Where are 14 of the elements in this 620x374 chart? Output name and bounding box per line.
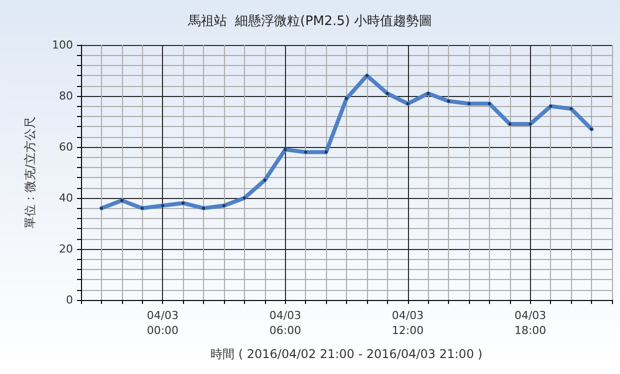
y-tick-label: 60	[59, 140, 73, 154]
x-tick-label: 04/03 06:00	[269, 309, 302, 337]
x-tick-label: 04/03 00:00	[146, 309, 179, 337]
x-tick-label: 04/03 18:00	[514, 309, 546, 337]
y-tick-label: 40	[59, 192, 73, 204]
y-tick-label: 20	[59, 242, 73, 256]
x-tick-label: 04/03 12:00	[392, 309, 424, 337]
line-series	[99, 74, 594, 210]
y-tick-label: 0	[66, 294, 73, 306]
y-tick-label: 100	[52, 38, 73, 52]
chart-title: 馬祖站 細懸浮微粒(PM2.5) 小時值趨勢圖	[186, 14, 432, 29]
x-axis-title: 時間 ( 2016/04/02 21:00 - 2016/04/03 21:00 )	[210, 347, 482, 361]
y-tick-label: 80	[59, 90, 73, 102]
y-axis-title: 單位：微克/立方公尺	[23, 116, 37, 229]
